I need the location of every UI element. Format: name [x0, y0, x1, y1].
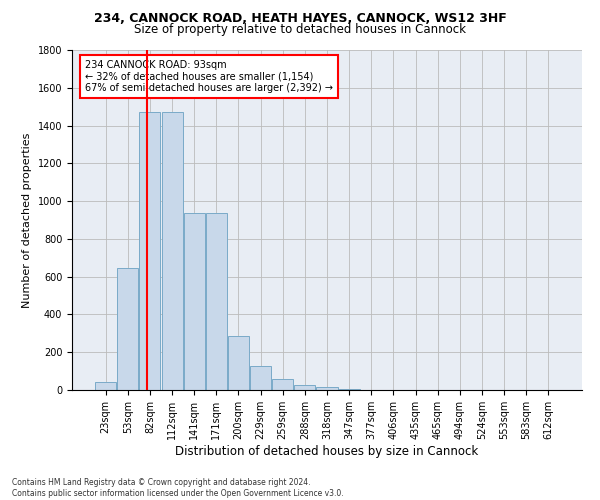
Text: 234 CANNOCK ROAD: 93sqm
← 32% of detached houses are smaller (1,154)
67% of semi: 234 CANNOCK ROAD: 93sqm ← 32% of detache… [85, 60, 333, 94]
Bar [139, 112, 160, 390]
X-axis label: Distribution of detached houses by size in Cannock: Distribution of detached houses by size … [175, 444, 479, 458]
Bar [250, 366, 271, 390]
Text: 234, CANNOCK ROAD, HEATH HAYES, CANNOCK, WS12 3HF: 234, CANNOCK ROAD, HEATH HAYES, CANNOCK,… [94, 12, 506, 26]
Text: Contains HM Land Registry data © Crown copyright and database right 2024.
Contai: Contains HM Land Registry data © Crown c… [12, 478, 344, 498]
Bar [316, 387, 338, 390]
Y-axis label: Number of detached properties: Number of detached properties [22, 132, 32, 308]
Bar [295, 386, 316, 390]
Bar [95, 382, 116, 390]
Text: Size of property relative to detached houses in Cannock: Size of property relative to detached ho… [134, 22, 466, 36]
Bar [118, 268, 139, 390]
Bar [272, 378, 293, 390]
Bar [184, 214, 205, 390]
Bar [228, 336, 249, 390]
Bar [338, 389, 359, 390]
Bar [161, 112, 182, 390]
Bar [206, 214, 227, 390]
